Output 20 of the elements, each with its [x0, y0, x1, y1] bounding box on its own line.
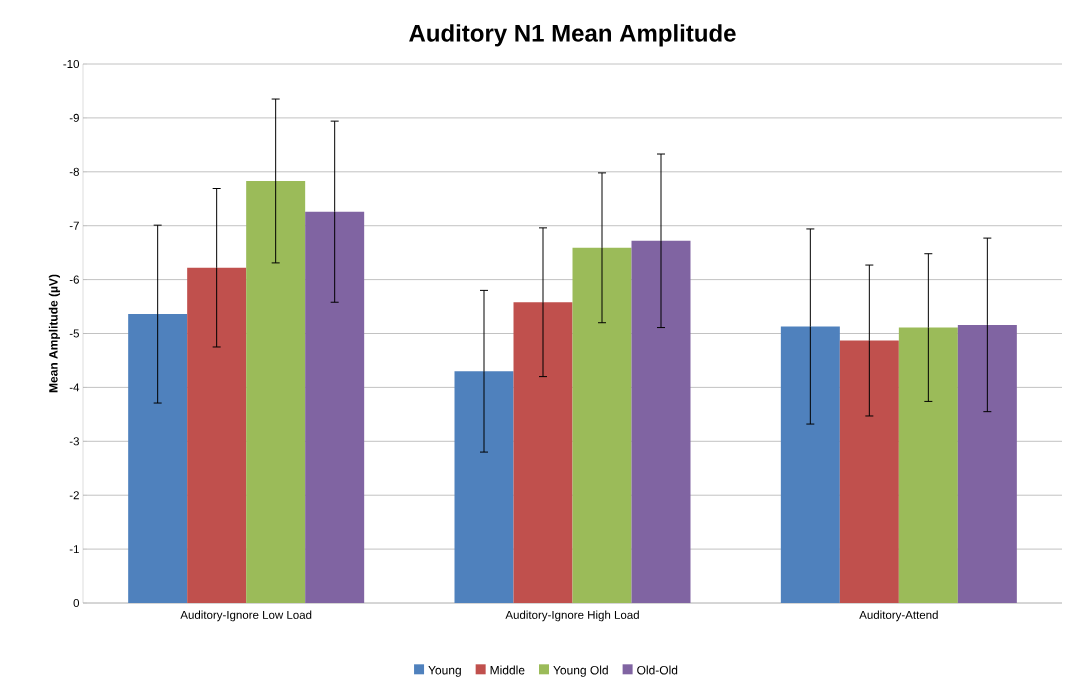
y-tick-label: -7 [69, 221, 79, 230]
y-tick-label: -2 [69, 491, 79, 500]
y-tick-label: -5 [69, 329, 79, 338]
y-tick-label: -6 [69, 275, 79, 284]
legend-label: Young [428, 666, 461, 677]
x-tick-label: Auditory-Ignore Low Load [180, 610, 312, 622]
legend-label: Middle [490, 665, 525, 675]
y-tick-label: -9 [69, 113, 79, 122]
y-tick-label: -3 [69, 437, 79, 446]
y-tick-label: -8 [69, 167, 79, 176]
y-tick-label: -10 [63, 59, 80, 69]
chart-title: Auditory N1 Mean Amplitude [409, 24, 736, 47]
legend-label: Young Old [553, 665, 608, 677]
y-axis-title: Mean Amplitude (µV) [48, 274, 61, 393]
y-tick-label: 0 [73, 598, 80, 608]
y-tick-label: -4 [69, 383, 80, 392]
x-tick-label: Auditory-Attend [859, 610, 938, 622]
x-tick-label: Auditory-Ignore High Load [505, 610, 639, 622]
y-tick-label: -1 [69, 545, 79, 554]
legend-label: Old-Old [637, 665, 678, 675]
